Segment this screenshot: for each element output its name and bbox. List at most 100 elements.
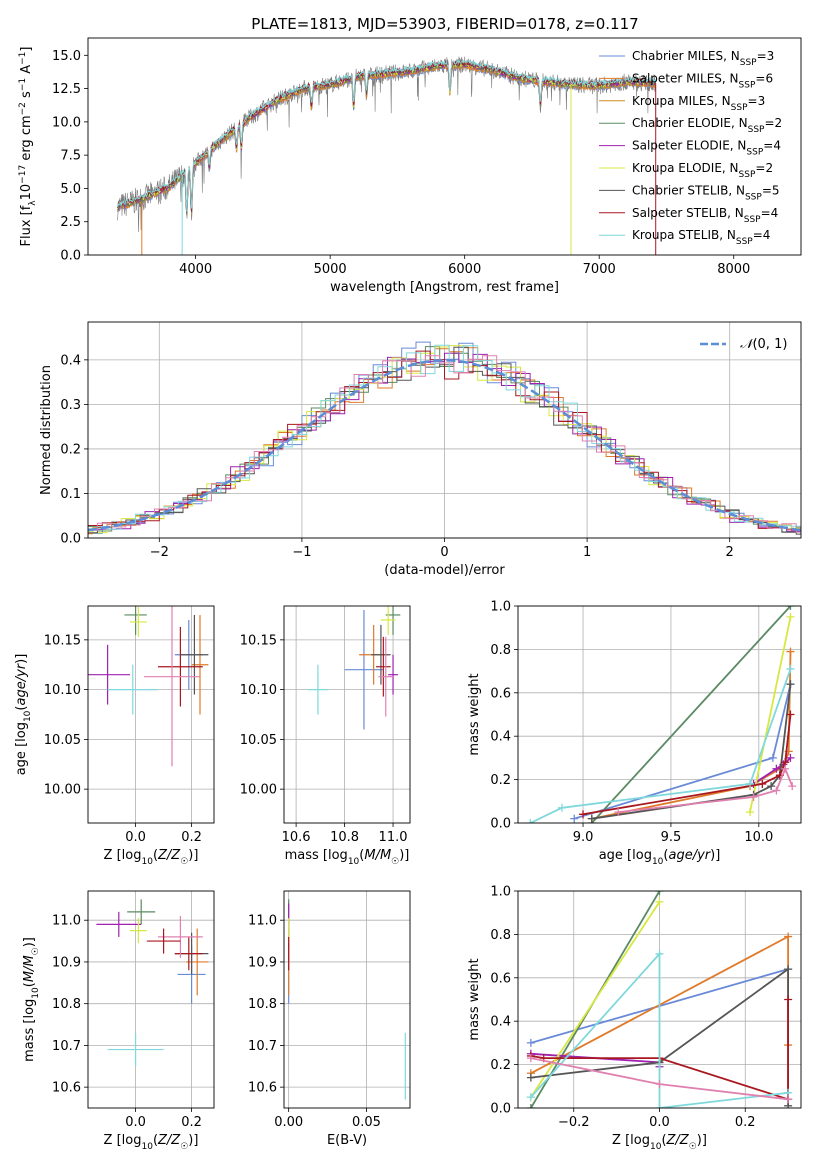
y-tick-label: 10.6 xyxy=(248,1081,277,1096)
y-tick-label: 10.7 xyxy=(52,1039,81,1054)
x-axis-label: Z [log10(Z/Z☉)] xyxy=(104,1133,199,1152)
y-tick-label: 15.0 xyxy=(52,49,81,64)
weight-point-marker xyxy=(557,803,566,812)
axes-frame xyxy=(283,890,411,1109)
y-axis-label: mass weight xyxy=(467,958,482,1040)
x-tick-label: 6000 xyxy=(448,262,481,277)
x-tick-label: 0.2 xyxy=(735,1115,756,1130)
x-tick-label: 10.0 xyxy=(744,830,773,845)
x-tick-label: 9.5 xyxy=(661,830,682,845)
weight-point-marker xyxy=(772,786,781,795)
weight-point-marker xyxy=(784,932,793,941)
y-tick-label: 0.4 xyxy=(490,1015,511,1030)
x-tick-label: 4000 xyxy=(179,262,212,277)
weight-point-marker xyxy=(786,680,795,689)
y-tick-label: 0.2 xyxy=(60,442,81,457)
legend-label: 𝒩(0, 1) xyxy=(740,337,787,352)
x-tick-label: 10.6 xyxy=(282,830,311,845)
weight-point-marker xyxy=(655,1080,664,1089)
y-tick-label: 10.9 xyxy=(52,955,81,970)
x-tick-label: 0 xyxy=(440,545,448,560)
axes-mass-vs-EBV: 0.00 0.05 10.6 10.7 10.8 10.9 11.0 E(B-V) xyxy=(248,890,411,1148)
model-spectrum-chabrier-stelib xyxy=(117,60,657,213)
weight-point-marker xyxy=(526,1104,535,1108)
y-tick-label: 12.5 xyxy=(52,82,81,97)
x-tick-label: 10.8 xyxy=(330,830,359,845)
y-axis-label: mass weight xyxy=(467,673,482,755)
gaussian-curve xyxy=(88,359,801,532)
legend-label: Salpeter MILES, NSSP=6 xyxy=(632,71,773,90)
x-tick-label: 0.2 xyxy=(181,1115,202,1130)
histogram-step-line xyxy=(88,350,801,537)
y-tick-label: 0.4 xyxy=(490,730,511,745)
plot-area-weight-vs-Z xyxy=(526,891,793,1108)
y-tick-label: 10.15 xyxy=(44,633,81,648)
weight-series-line xyxy=(529,668,792,823)
weight-point-marker xyxy=(784,1095,793,1104)
weight-point-marker xyxy=(746,779,755,788)
y-tick-label: 0.0 xyxy=(490,1102,511,1117)
plot-area-mass-vs-EBV xyxy=(288,899,406,1100)
x-tick-label: 7000 xyxy=(583,262,616,277)
plots-layer: 4000 5000 6000 7000 80000.02.55.07.510.012.5… xyxy=(14,37,802,1152)
weight-point-marker xyxy=(786,710,795,719)
x-tick-label: 0.00 xyxy=(274,1115,303,1130)
weight-point-marker xyxy=(655,1104,664,1108)
plot-area-residual-hist xyxy=(88,341,801,537)
y-tick-label: 0.2 xyxy=(490,1058,511,1073)
weight-point-marker xyxy=(579,810,588,819)
legend-label: Chabrier STELIB, NSSP=5 xyxy=(632,183,780,202)
weight-series-line xyxy=(530,951,789,1108)
weight-point-marker xyxy=(749,792,758,801)
weight-point-marker xyxy=(768,753,777,762)
legend-label: Kroupa STELIB, NSSP=4 xyxy=(632,228,770,247)
weight-series-line xyxy=(530,901,661,1098)
weight-point-marker xyxy=(758,779,767,788)
weight-point-marker xyxy=(526,1038,535,1047)
y-tick-label: 10.0 xyxy=(52,115,81,130)
x-tick-label: 11.0 xyxy=(379,830,408,845)
histogram-step-line xyxy=(88,346,801,535)
weight-series-line xyxy=(573,683,792,820)
y-tick-label: 1.0 xyxy=(490,885,511,900)
x-tick-label: 2 xyxy=(726,545,734,560)
axes-mass-vs-Z: 0.0 0.2 10.6 10.7 10.8 10.9 11.0 Z [log10(Z/Z☉)… xyxy=(22,890,215,1152)
y-tick-label: 10.10 xyxy=(44,683,81,698)
axes-frame xyxy=(517,605,802,824)
axes-age-vs-Z: 0.0 0.2 10.00 10.05 10.10 10.15 Z [log10(Z/Z☉)… xyxy=(14,605,215,867)
x-tick-label: 8000 xyxy=(717,262,750,277)
axes-age-vs-mass: 10.6 10.8 11.0 10.00 10.05 10.10 10.15 mass [lo… xyxy=(240,605,411,867)
weight-point-marker xyxy=(784,965,793,974)
y-axis-label: Flux [fλ10−17 erg cm−2 s−1 A−1] xyxy=(18,47,38,247)
weight-point-marker xyxy=(526,1093,535,1102)
y-tick-label: 10.00 xyxy=(240,783,277,798)
y-tick-label: 10.05 xyxy=(240,733,277,748)
x-axis-label: mass [log10(M/M☉)] xyxy=(285,848,410,867)
axes-frame xyxy=(283,605,411,824)
weight-point-marker xyxy=(786,647,795,656)
weight-point-marker xyxy=(767,782,776,791)
x-tick-label: 9.0 xyxy=(573,830,594,845)
weight-point-marker xyxy=(772,764,781,773)
x-axis-label: (data-model)/error xyxy=(384,563,505,578)
model-spectrum-chabrier-miles xyxy=(117,64,656,214)
plot-area-age-vs-Z xyxy=(88,606,209,767)
spectrum-legend: Chabrier MILES, NSSP=3 Salpeter MILES, NS… xyxy=(599,49,782,247)
plot-area-mass-vs-Z xyxy=(96,899,209,1067)
y-tick-label: 0.0 xyxy=(60,249,81,264)
y-tick-label: 1.0 xyxy=(490,600,511,615)
histogram-step-line xyxy=(88,346,801,533)
axes-frame xyxy=(87,321,802,539)
axes-frame xyxy=(87,37,802,256)
weight-series-line xyxy=(591,606,792,823)
y-tick-label: 7.5 xyxy=(60,149,81,164)
axes-frame xyxy=(87,890,215,1109)
weight-point-marker xyxy=(781,764,790,773)
y-tick-label: 0.6 xyxy=(490,686,511,701)
weight-point-marker xyxy=(655,891,664,895)
weight-point-marker xyxy=(786,664,795,673)
figure-title: PLATE=1813, MJD=53903, FIBERID=0178, z=0… xyxy=(251,15,638,33)
plot-area-age-vs-mass xyxy=(308,606,401,730)
y-tick-label: 0.4 xyxy=(60,353,81,368)
weight-series-line xyxy=(749,616,792,813)
